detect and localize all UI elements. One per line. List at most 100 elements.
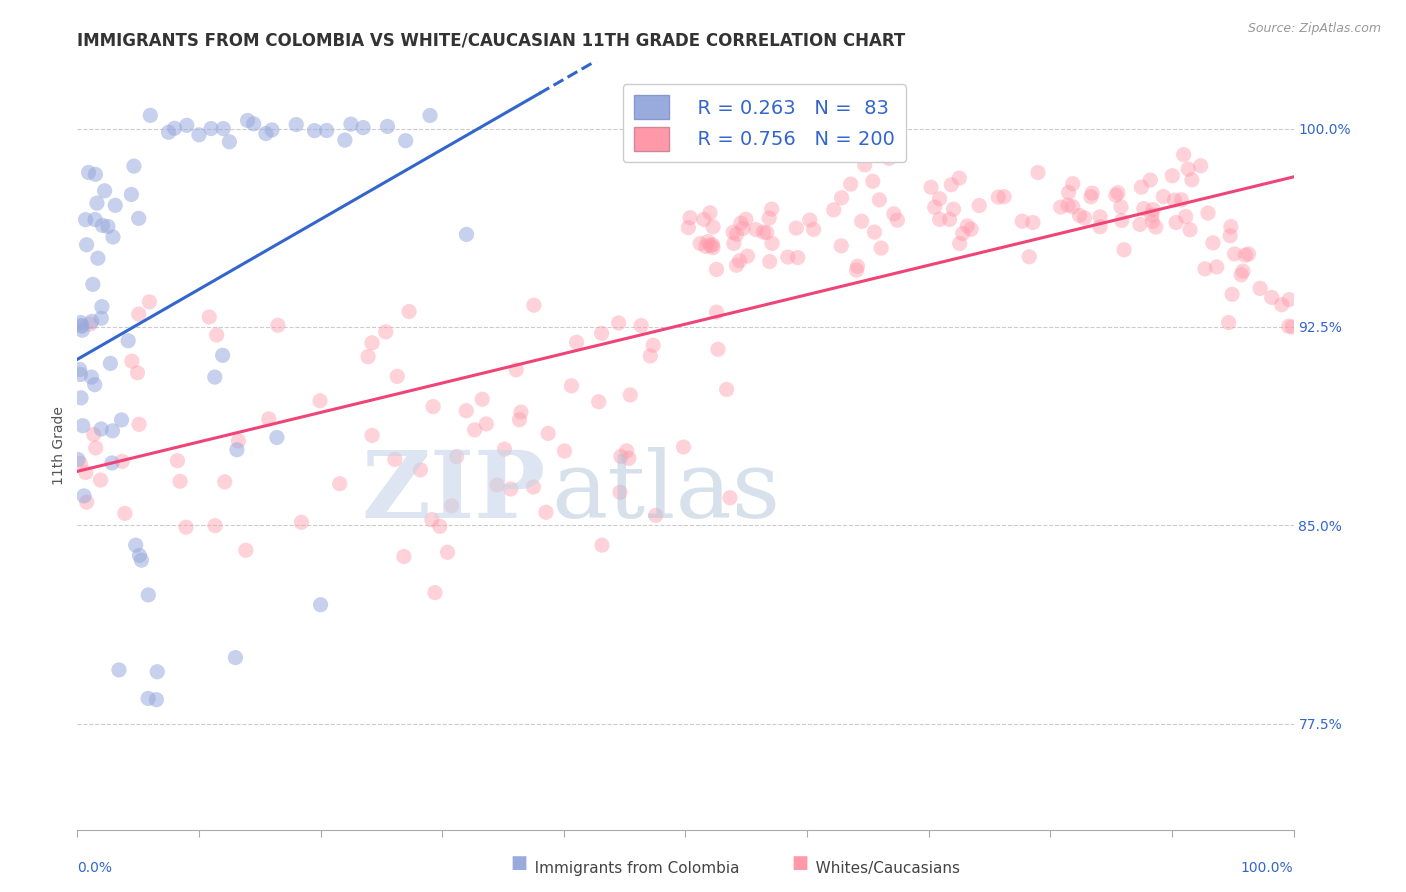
Point bbox=[591, 538, 613, 552]
Point bbox=[803, 222, 825, 236]
Point bbox=[374, 325, 396, 339]
Point bbox=[1177, 162, 1199, 177]
Point bbox=[163, 121, 186, 136]
Point bbox=[630, 318, 652, 333]
Point bbox=[1057, 186, 1080, 200]
Point bbox=[1111, 213, 1133, 227]
Point bbox=[1088, 210, 1111, 224]
Point bbox=[242, 117, 264, 131]
Point bbox=[799, 213, 821, 227]
Point bbox=[423, 585, 446, 599]
Point bbox=[267, 318, 290, 333]
Point bbox=[97, 219, 120, 234]
Point bbox=[73, 489, 96, 503]
Point bbox=[471, 392, 494, 407]
Point bbox=[66, 452, 89, 467]
Point bbox=[1278, 293, 1301, 307]
Y-axis label: 11th Grade: 11th Grade bbox=[52, 407, 66, 485]
Point bbox=[1205, 260, 1227, 274]
Point bbox=[290, 516, 312, 530]
Point bbox=[84, 441, 107, 455]
Point bbox=[695, 239, 717, 253]
Point bbox=[304, 123, 326, 137]
Point bbox=[218, 135, 240, 149]
Point bbox=[1112, 243, 1135, 257]
Point bbox=[610, 450, 633, 464]
Point bbox=[166, 454, 188, 468]
Point bbox=[176, 119, 198, 133]
Point bbox=[128, 307, 150, 321]
Point bbox=[84, 167, 107, 181]
Point bbox=[721, 225, 744, 239]
Point bbox=[188, 128, 211, 142]
Point bbox=[877, 152, 900, 166]
Point bbox=[108, 663, 131, 677]
Point bbox=[1073, 211, 1095, 225]
Point bbox=[716, 383, 738, 397]
Point bbox=[1057, 198, 1080, 212]
Point bbox=[456, 403, 478, 417]
Point bbox=[333, 133, 356, 147]
Point bbox=[117, 334, 139, 348]
Point bbox=[786, 251, 808, 265]
Point bbox=[619, 388, 641, 402]
Point bbox=[735, 212, 758, 227]
Point bbox=[1142, 202, 1164, 217]
Point bbox=[266, 430, 288, 444]
Point bbox=[1234, 248, 1257, 262]
Point bbox=[693, 212, 716, 227]
Point bbox=[702, 241, 724, 255]
Point bbox=[707, 343, 730, 357]
Point bbox=[101, 424, 124, 438]
Legend:   R = 0.263   N =  83,   R = 0.756   N = 200: R = 0.263 N = 83, R = 0.756 N = 200 bbox=[623, 84, 907, 162]
Point bbox=[699, 206, 721, 220]
Point bbox=[886, 213, 908, 227]
Point bbox=[392, 549, 415, 564]
Point bbox=[254, 127, 277, 141]
Point bbox=[101, 456, 124, 470]
Point bbox=[169, 475, 191, 489]
Point bbox=[1081, 186, 1104, 200]
Point bbox=[723, 236, 745, 251]
Point bbox=[1249, 281, 1271, 295]
Point bbox=[679, 211, 702, 225]
Point bbox=[70, 319, 93, 334]
Point bbox=[1202, 235, 1225, 250]
Point bbox=[420, 513, 443, 527]
Point bbox=[146, 665, 169, 679]
Point bbox=[429, 519, 451, 533]
Text: ■: ■ bbox=[792, 855, 808, 872]
Point bbox=[758, 211, 780, 225]
Point bbox=[1011, 214, 1033, 228]
Point bbox=[131, 553, 153, 567]
Point bbox=[845, 263, 868, 277]
Point bbox=[609, 485, 631, 500]
Point bbox=[499, 482, 522, 496]
Point bbox=[86, 196, 108, 211]
Point bbox=[200, 121, 222, 136]
Point bbox=[419, 108, 441, 122]
Point bbox=[75, 212, 97, 227]
Point bbox=[508, 413, 530, 427]
Point bbox=[83, 377, 105, 392]
Point bbox=[643, 338, 665, 352]
Point bbox=[1260, 290, 1282, 304]
Point bbox=[440, 499, 463, 513]
Point bbox=[125, 538, 148, 552]
Point bbox=[198, 310, 221, 324]
Point bbox=[883, 207, 905, 221]
Point bbox=[211, 348, 233, 362]
Point bbox=[1129, 218, 1152, 232]
Point bbox=[70, 391, 93, 405]
Point bbox=[127, 366, 149, 380]
Point bbox=[87, 251, 110, 265]
Point bbox=[1173, 147, 1195, 161]
Point bbox=[607, 316, 630, 330]
Point bbox=[830, 239, 852, 253]
Point bbox=[309, 598, 332, 612]
Point bbox=[534, 505, 557, 519]
Point bbox=[446, 450, 468, 464]
Point bbox=[1139, 173, 1161, 187]
Point bbox=[1271, 298, 1294, 312]
Point bbox=[1181, 173, 1204, 187]
